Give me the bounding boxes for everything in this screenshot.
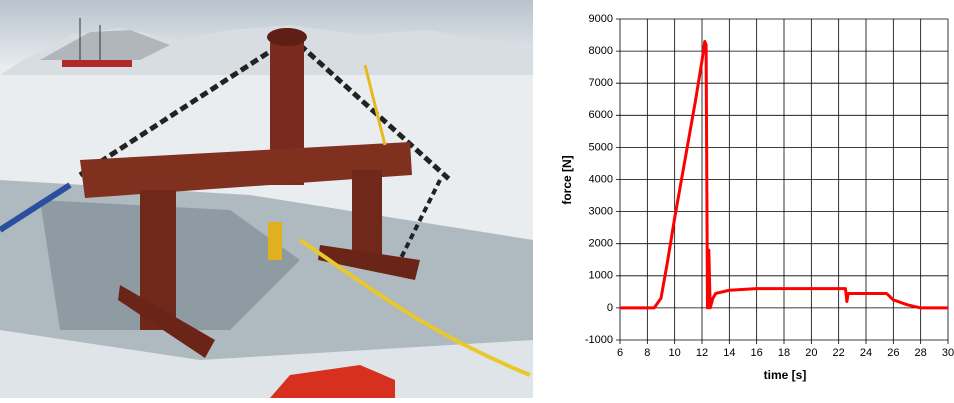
y-tick-label: 9000 xyxy=(589,13,613,25)
x-tick-label: 20 xyxy=(805,347,817,359)
page: time [s] force [N] -1000 0 1000 2000 3000 400… xyxy=(0,0,954,398)
y-tick-label: 8000 xyxy=(589,45,613,57)
y-tick-label: 4000 xyxy=(589,173,613,185)
chart: time [s] force [N] -1000 0 1000 2000 3000 400… xyxy=(560,13,954,382)
photo xyxy=(0,0,533,398)
sensor xyxy=(268,222,282,260)
x-tick-label: 8 xyxy=(644,347,650,359)
y-tick-label: 6000 xyxy=(589,109,613,121)
x-tick-label: 12 xyxy=(696,347,708,359)
x-tick-label: 10 xyxy=(669,347,681,359)
y-tick-label: 7000 xyxy=(589,77,613,89)
ship xyxy=(62,60,132,67)
x-tick-label: 16 xyxy=(751,347,763,359)
x-tick-label: 24 xyxy=(860,347,872,359)
x-tick-label: 22 xyxy=(833,347,845,359)
y-tick-label: 2000 xyxy=(589,238,613,250)
y-tick-label: 1000 xyxy=(589,270,613,282)
x-tick-label: 18 xyxy=(778,347,790,359)
x-tick-label: 26 xyxy=(887,347,899,359)
y-axis-label: force [N] xyxy=(560,155,574,204)
x-tick-label: 14 xyxy=(723,347,735,359)
x-tick-label: 28 xyxy=(915,347,927,359)
x-tick-label: 6 xyxy=(617,347,623,359)
y-tick-label: 3000 xyxy=(589,206,613,218)
y-tick-label: 5000 xyxy=(589,141,613,153)
y-tick-label: -1000 xyxy=(585,334,613,346)
y-tick-label: 0 xyxy=(607,302,613,314)
post-cap xyxy=(267,28,307,46)
x-axis-label: time [s] xyxy=(764,368,807,382)
x-tick-label: 30 xyxy=(942,347,954,359)
